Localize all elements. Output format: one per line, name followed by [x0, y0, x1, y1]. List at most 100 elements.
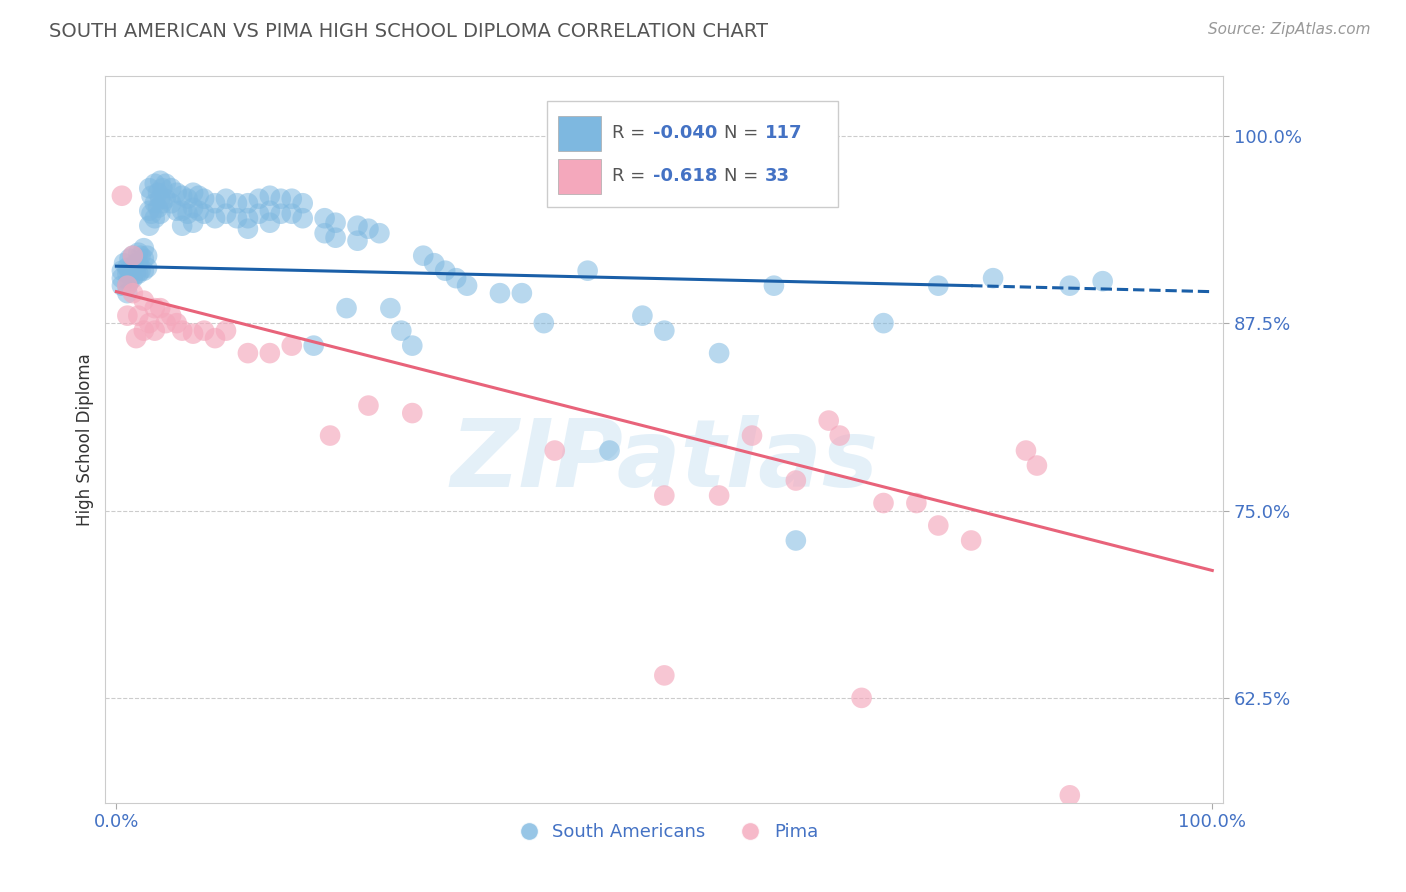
Point — [281, 192, 304, 206]
Point — [152, 196, 174, 211]
Point — [138, 316, 160, 330]
Text: -0.618: -0.618 — [654, 167, 717, 186]
Point — [141, 188, 163, 202]
Point — [401, 338, 423, 352]
Point — [138, 219, 160, 233]
Point — [412, 249, 434, 263]
Point — [1091, 274, 1114, 288]
Text: N =: N = — [724, 124, 763, 142]
Point — [121, 260, 143, 275]
Text: R =: R = — [612, 167, 651, 186]
Point — [215, 207, 238, 221]
Point — [143, 211, 166, 226]
Point — [149, 174, 172, 188]
Point — [129, 263, 152, 277]
Point — [117, 278, 139, 293]
Point — [160, 196, 183, 211]
Point — [160, 181, 183, 195]
Text: R =: R = — [612, 124, 651, 142]
Point — [181, 326, 204, 341]
Point — [118, 252, 141, 266]
Point — [510, 286, 533, 301]
Point — [143, 177, 166, 191]
Point — [236, 211, 259, 226]
Point — [259, 216, 281, 230]
Point — [193, 324, 215, 338]
Point — [236, 221, 259, 235]
Point — [149, 207, 172, 221]
Point — [259, 203, 281, 218]
Point — [259, 346, 281, 360]
Point — [149, 301, 172, 315]
Point — [176, 192, 198, 206]
Point — [785, 474, 807, 488]
Point — [121, 286, 143, 301]
Point — [1059, 789, 1081, 803]
Point — [125, 267, 148, 281]
Point — [193, 207, 215, 221]
Point — [981, 271, 1004, 285]
Point — [146, 201, 169, 215]
Point — [166, 203, 188, 218]
Point — [927, 518, 949, 533]
Point — [325, 216, 347, 230]
Point — [357, 399, 380, 413]
Point — [423, 256, 446, 270]
Point — [132, 324, 155, 338]
Point — [155, 177, 177, 191]
Point — [707, 346, 730, 360]
Point — [576, 263, 599, 277]
Point — [127, 256, 149, 270]
Point — [132, 252, 155, 266]
Point — [172, 203, 194, 218]
Point — [129, 249, 152, 263]
Text: 33: 33 — [765, 167, 790, 186]
Point — [226, 196, 249, 211]
Point — [155, 192, 177, 206]
FancyBboxPatch shape — [547, 102, 838, 207]
Point — [401, 406, 423, 420]
Point — [204, 196, 226, 211]
Point — [872, 496, 894, 510]
Point — [204, 331, 226, 345]
Point — [741, 428, 763, 442]
Point — [927, 278, 949, 293]
Point — [187, 188, 209, 202]
Point — [204, 211, 226, 226]
Legend: South Americans, Pima: South Americans, Pima — [503, 816, 825, 848]
Point — [111, 263, 134, 277]
Y-axis label: High School Diploma: High School Diploma — [76, 353, 94, 525]
Point — [215, 192, 238, 206]
Point — [302, 338, 325, 352]
Point — [121, 271, 143, 285]
Point — [281, 338, 304, 352]
Point — [652, 489, 675, 503]
Point — [127, 245, 149, 260]
Point — [652, 668, 675, 682]
Point — [125, 256, 148, 270]
Point — [389, 324, 412, 338]
Point — [762, 278, 785, 293]
Point — [851, 690, 873, 705]
Point — [117, 260, 139, 275]
Point — [1059, 278, 1081, 293]
Point — [111, 188, 134, 202]
Point — [828, 428, 851, 442]
Point — [127, 309, 149, 323]
Point — [544, 443, 567, 458]
Point — [380, 301, 402, 315]
Point — [236, 346, 259, 360]
Point — [346, 234, 368, 248]
Point — [112, 256, 135, 270]
Point — [187, 203, 209, 218]
Point — [247, 192, 270, 206]
Point — [215, 324, 238, 338]
Point — [1026, 458, 1049, 473]
Point — [456, 278, 478, 293]
Point — [176, 207, 198, 221]
Point — [160, 309, 183, 323]
Point — [325, 230, 347, 244]
Point — [291, 196, 314, 211]
Point — [259, 188, 281, 202]
Point — [166, 316, 188, 330]
